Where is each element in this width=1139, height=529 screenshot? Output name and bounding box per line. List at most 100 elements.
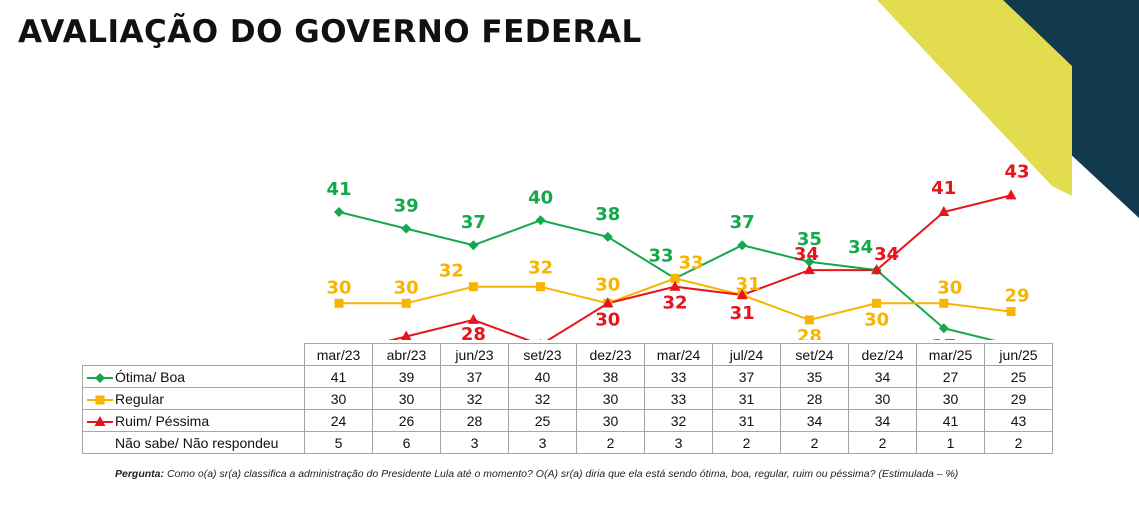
- data-label-0-1: 39: [394, 196, 419, 217]
- table-cell: 35: [780, 365, 849, 388]
- table-cell: 32: [440, 387, 509, 410]
- data-point-2-8: [871, 264, 883, 275]
- data-label-0-2: 37: [461, 212, 486, 233]
- column-header: set/24: [780, 343, 849, 366]
- data-point-2-9: [938, 206, 950, 216]
- table-cell: 2: [576, 431, 645, 454]
- data-point-0-2: [468, 240, 479, 251]
- corner-yellow-shape: [877, 0, 1072, 196]
- question-label: Pergunta:: [115, 468, 165, 480]
- data-label-1-5: 33: [678, 252, 703, 273]
- data-point-0-3: [535, 215, 546, 226]
- data-label-2-5: 32: [662, 293, 687, 314]
- table-cell: 32: [508, 387, 577, 410]
- table-cell: 2: [780, 431, 849, 454]
- table-cell: 26: [372, 409, 441, 432]
- column-header: jun/23: [440, 343, 509, 366]
- table-cell: 34: [780, 409, 849, 432]
- table-cell: 30: [576, 387, 645, 410]
- data-label-0-5: 33: [648, 245, 673, 266]
- data-point-0-1: [401, 223, 412, 234]
- table-cell: 29: [984, 387, 1053, 410]
- table-cell: 37: [712, 365, 781, 388]
- table-cell: 31: [712, 387, 781, 410]
- column-header: jun/25: [984, 343, 1053, 366]
- page-title: AVALIAÇÃO DO GOVERNO FEDERAL: [18, 14, 642, 50]
- column-header: abr/23: [372, 343, 441, 366]
- data-label-1-1: 30: [394, 277, 419, 298]
- data-label-2-10: 43: [1004, 161, 1029, 182]
- table-cell: 25: [984, 365, 1053, 388]
- table-row: Ótima/ Boa 41 39 37 40 38 33 37 35 34 27 25: [82, 365, 1053, 388]
- data-point-1-5: [670, 273, 680, 283]
- data-point-1-2: [468, 282, 478, 292]
- data-point-1-8: [872, 298, 882, 308]
- data-point-2-7: [803, 264, 815, 275]
- data-point-1-7: [804, 315, 814, 325]
- data-label-0-9: 27: [931, 336, 956, 340]
- table-cell: 3: [440, 431, 509, 454]
- table-cell: 3: [508, 431, 577, 454]
- data-label-1-2: 32: [439, 261, 464, 282]
- table-cell: 2: [712, 431, 781, 454]
- data-label-0-8: 34: [848, 237, 873, 258]
- table-cell: 34: [848, 365, 917, 388]
- data-label-0-3: 40: [528, 187, 553, 208]
- legend-diamond-icon: [87, 372, 113, 383]
- data-label-1-10: 29: [1004, 286, 1029, 307]
- table-row: Regular 30 30 32 32 30 33 31 28 30 30 29: [82, 387, 1053, 410]
- table-cell: 41: [304, 365, 373, 388]
- data-point-0-0: [334, 207, 344, 217]
- data-label-1-6: 31: [736, 274, 761, 295]
- legend-square-icon: [87, 395, 113, 405]
- row-label: Ótima/ Boa: [82, 365, 305, 388]
- column-header: mar/25: [916, 343, 985, 366]
- data-label-2-9: 41: [931, 178, 956, 199]
- data-label-2-8: 34: [874, 244, 899, 265]
- series-name: Não sabe/ Não respondeu: [115, 434, 279, 451]
- data-point-1-3: [536, 282, 546, 292]
- data-label-0-7: 35: [797, 229, 822, 250]
- table-cell: 28: [780, 387, 849, 410]
- column-header: mar/24: [644, 343, 713, 366]
- data-label-2-6: 31: [730, 303, 755, 324]
- table-cell: 32: [644, 409, 713, 432]
- column-header: mar/23: [304, 343, 373, 366]
- series-name: Ótima/ Boa: [115, 368, 186, 385]
- column-header: jul/24: [712, 343, 781, 366]
- table-cell: 39: [372, 365, 441, 388]
- table-cell: 2: [848, 431, 917, 454]
- legend-triangle-icon: [87, 415, 113, 426]
- row-label: Regular: [82, 387, 305, 410]
- data-point-1-10: [1006, 307, 1016, 317]
- row-label: Não sabe/ Não respondeu: [82, 431, 305, 454]
- data-label-1-9: 30: [937, 277, 962, 298]
- data-point-2-2: [467, 313, 479, 324]
- survey-question: Pergunta: Como o(a) sr(a) classifica a a…: [115, 468, 958, 480]
- table-row: Não sabe/ Não respondeu 5 6 3 3 2 3 2 2 2 1 2: [82, 431, 1053, 454]
- table-cell: 31: [712, 409, 781, 432]
- data-point-2-4: [602, 297, 614, 308]
- table-cell: 37: [440, 365, 509, 388]
- data-point-2-3: [539, 338, 542, 340]
- data-label-0-0: 41: [326, 179, 351, 200]
- table-cell: 30: [848, 387, 917, 410]
- column-header: dez/24: [848, 343, 917, 366]
- table-cell: 33: [644, 365, 713, 388]
- table-cell: 40: [508, 365, 577, 388]
- data-point-1-9: [939, 298, 949, 308]
- data-label-1-7: 28: [797, 326, 822, 340]
- row-label: Ruim/ Péssima: [82, 409, 305, 432]
- data-label-0-6: 37: [730, 212, 755, 233]
- table-cell: 2: [984, 431, 1053, 454]
- table-cell: 38: [576, 365, 645, 388]
- data-point-0-4: [602, 231, 613, 242]
- table-cell: 33: [644, 387, 713, 410]
- data-label-2-4: 30: [595, 309, 620, 330]
- series-name: Regular: [115, 390, 165, 407]
- table-cell: 1: [916, 431, 985, 454]
- table-cell: 25: [508, 409, 577, 432]
- column-header: set/23: [508, 343, 577, 366]
- table-cell: 30: [304, 387, 373, 410]
